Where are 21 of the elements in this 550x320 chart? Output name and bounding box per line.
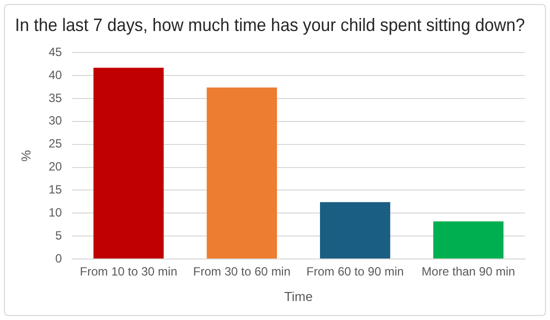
- bar: [93, 68, 164, 258]
- y-tick-label: 10: [48, 205, 62, 220]
- chart-title: In the last 7 days, how much time has your child spent sitting down?: [15, 14, 526, 35]
- bar: [433, 221, 504, 258]
- y-axis-title: %: [18, 150, 34, 162]
- y-tick-label: 0: [55, 251, 62, 266]
- x-tick-label: From 30 to 60 min: [193, 264, 291, 279]
- y-tick-label: 35: [48, 90, 62, 105]
- y-tick-label: 25: [48, 136, 62, 151]
- bar: [320, 202, 390, 258]
- y-tick-label: 5: [55, 228, 62, 242]
- x-tick-label: From 60 to 90 min: [306, 264, 404, 279]
- y-tick-label: 20: [48, 160, 62, 174]
- x-tick-label: From 10 to 30 min: [80, 264, 178, 279]
- y-tick-label: 40: [48, 68, 62, 82]
- y-tick-label: 15: [48, 182, 62, 197]
- x-axis-title: Time: [284, 288, 313, 304]
- x-tick-label: More than 90 min: [422, 264, 516, 279]
- y-tick-label: 45: [48, 44, 62, 59]
- y-tick-label: 30: [48, 114, 62, 128]
- bar: [206, 87, 277, 258]
